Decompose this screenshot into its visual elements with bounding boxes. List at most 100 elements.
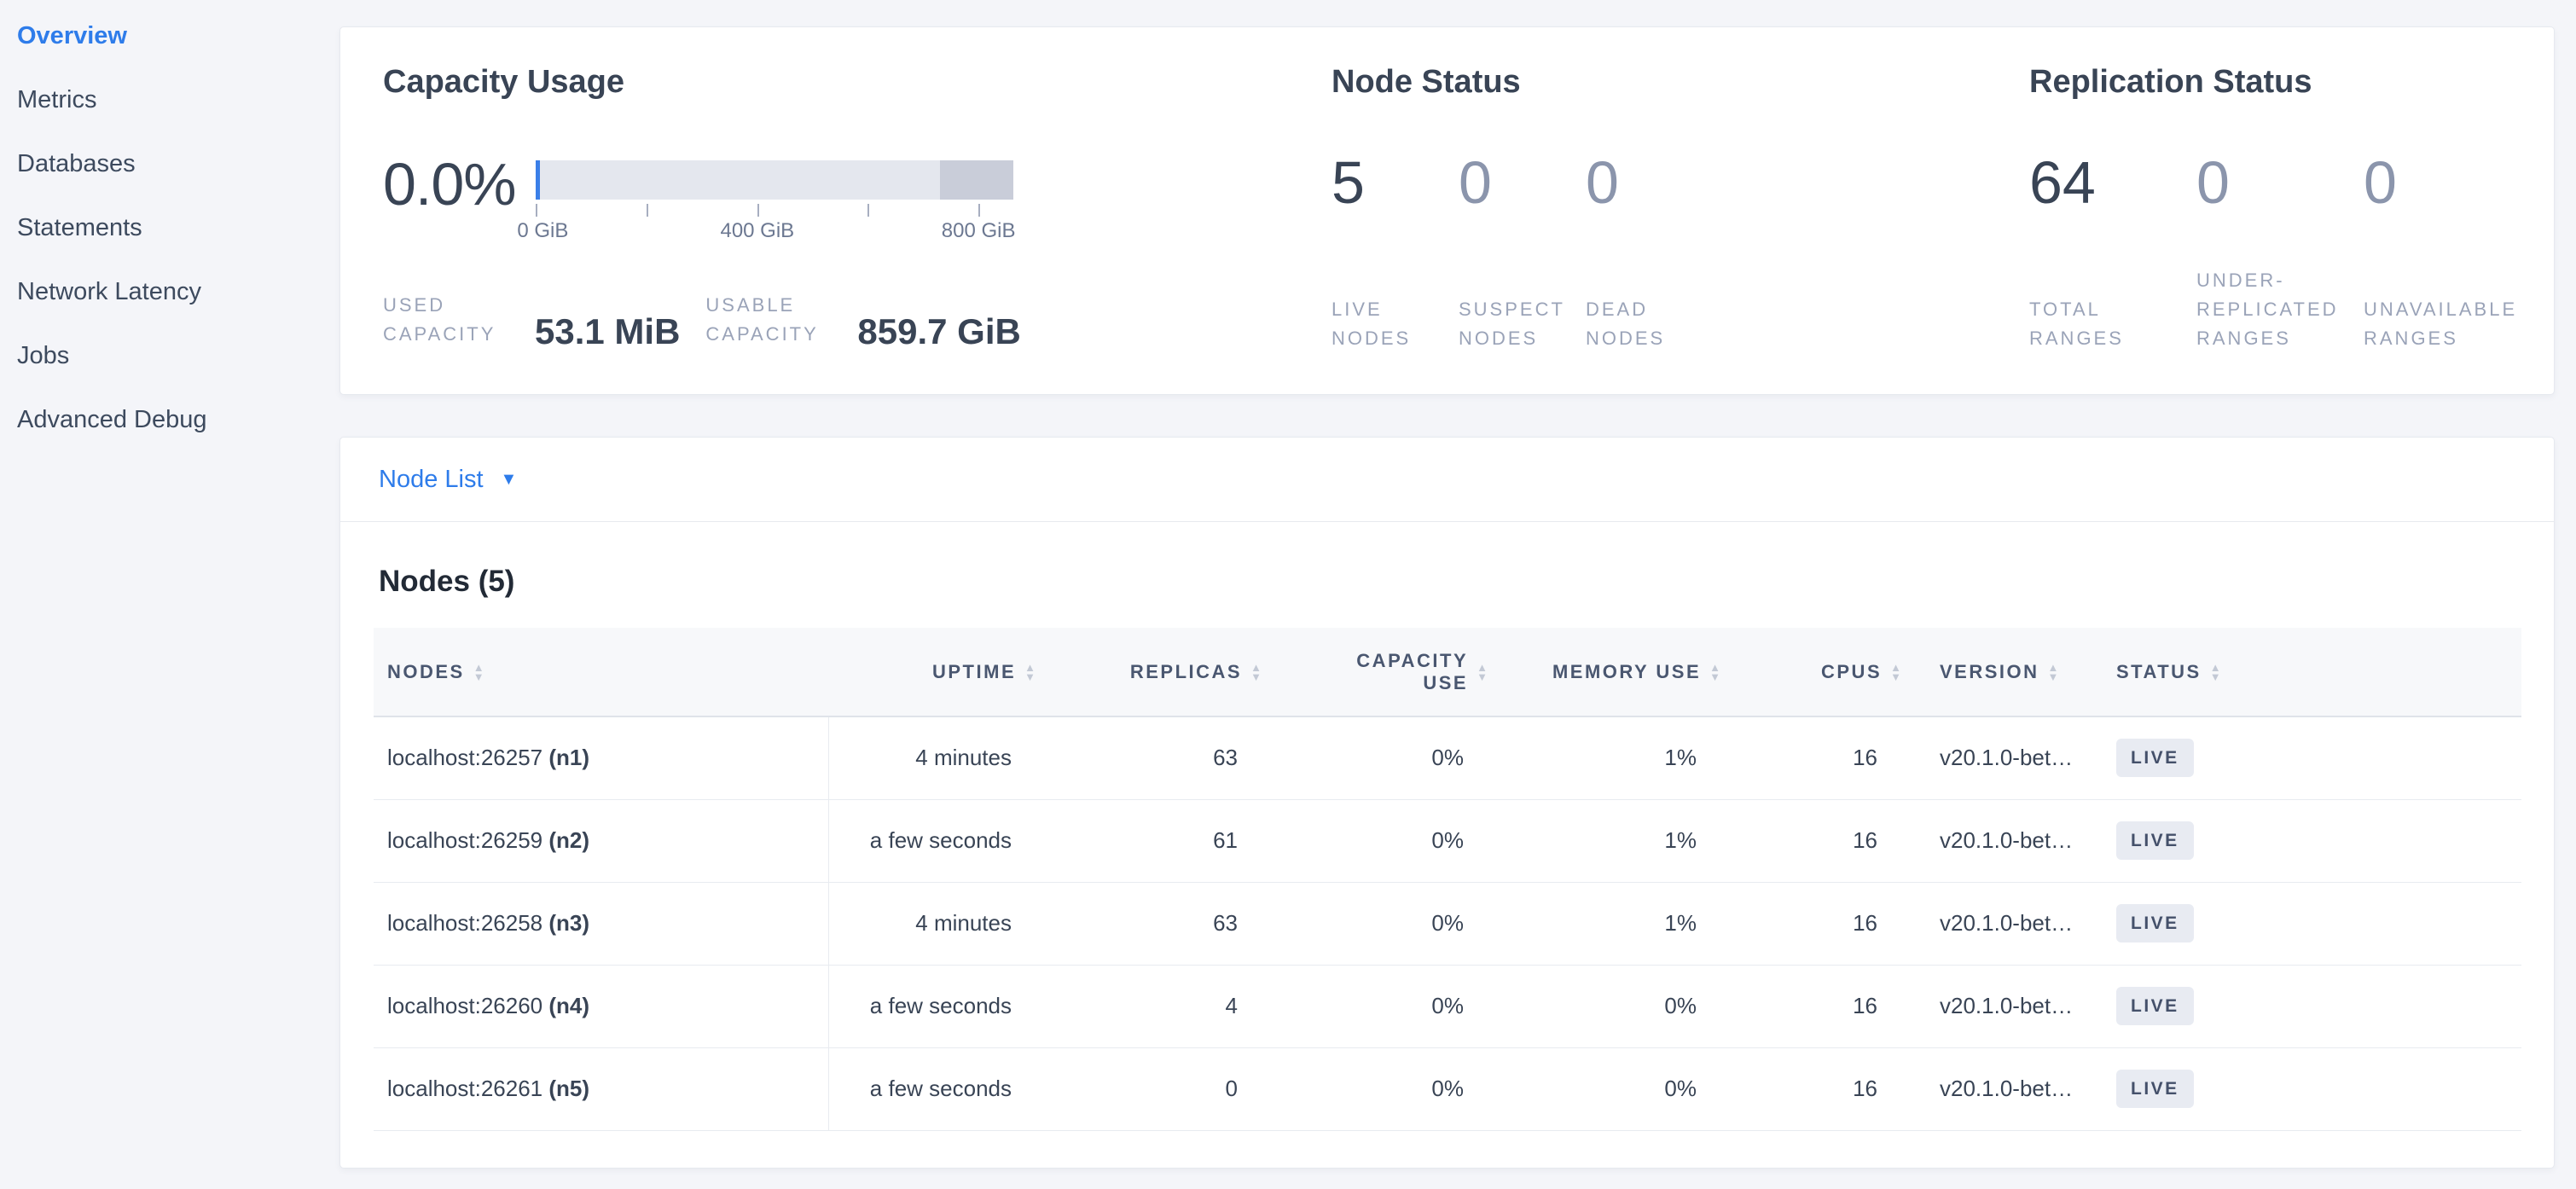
usable-capacity-value: 859.7 GiB [857, 311, 1021, 351]
capacity-use-cell: 0% [1431, 745, 1464, 771]
replication-status-panel: Replication Status 64 TOTAL RANGES 0 UND… [2029, 63, 2554, 394]
capacity-use-cell: 0% [1431, 993, 1464, 1018]
stat-label: SUSPECT NODES [1459, 299, 1565, 349]
status-cell: LIVE [2095, 965, 2521, 1047]
node-host-link[interactable]: localhost:26261 [387, 1076, 543, 1101]
column-header[interactable]: STATUS ▲ ▼ [2095, 628, 2521, 717]
column-header[interactable]: CAPACITY USE ▲ ▼ [1272, 628, 1498, 717]
column-header[interactable]: REPLICAS ▲ ▼ [1046, 628, 1272, 717]
sort-icon: ▲ ▼ [1250, 660, 1262, 683]
table-row[interactable]: localhost:26259 (n2) a few seconds 61 0%… [374, 799, 2521, 882]
sidebar-item-label: Overview [17, 22, 127, 49]
node-list-dropdown-label: Node List [379, 465, 484, 493]
sidebar-item[interactable]: Metrics [17, 86, 339, 150]
sidebar-item-label: Metrics [17, 86, 97, 113]
version-cell: v20.1.0-bet… [1940, 827, 2074, 853]
node-list-dropdown[interactable]: Node List ▼ [340, 438, 2554, 522]
capacity-usage-panel: Capacity Usage 0.0% [383, 63, 1332, 394]
column-header[interactable]: UPTIME ▲ ▼ [828, 628, 1046, 717]
column-header[interactable]: CPUS ▲ ▼ [1731, 628, 1912, 717]
column-header-label: CAPACITY USE [1356, 649, 1469, 693]
column-header-label: UPTIME [932, 660, 1017, 682]
used-capacity-value: 53.1 MiB [535, 311, 681, 351]
capacity-usage-title: Capacity Usage [383, 64, 625, 100]
replicas-cell: 63 [1213, 745, 1238, 771]
stat-value: 0 [1459, 149, 1492, 216]
node-host-link[interactable]: localhost:26257 [387, 745, 543, 771]
sort-icon: ▲ ▼ [1709, 660, 1720, 683]
memory-use-cell: 0% [1664, 993, 1697, 1018]
column-header-label: NODES [387, 660, 465, 682]
replication-stat: 0 UNDER-REPLICATED RANGES [2196, 148, 2364, 353]
node-status-stat: 0 DEAD NODES [1586, 148, 1713, 353]
node-id: (n2) [548, 827, 590, 853]
replication-stat: 64 TOTAL RANGES [2029, 148, 2196, 353]
replication-stat: 0 UNAVAILABLE RANGES [2364, 148, 2531, 353]
status-badge: LIVE [2116, 1070, 2194, 1108]
sort-icon: ▲ ▼ [1024, 660, 1036, 683]
sidebar-item[interactable]: Network Latency [17, 278, 339, 342]
table-row[interactable]: localhost:26257 (n1) 4 minutes 63 0% 1% … [374, 716, 2521, 799]
memory-use-cell: 1% [1664, 910, 1697, 936]
table-row[interactable]: localhost:26260 (n4) a few seconds 4 0% … [374, 965, 2521, 1047]
column-header-label: CPUS [1821, 660, 1883, 682]
sidebar-item[interactable]: Statements [17, 214, 339, 278]
sort-icon: ▲ ▼ [1890, 660, 1901, 683]
cpus-cell: 16 [1853, 993, 1877, 1018]
capacity-bar-chart: 0 GiB 400 GiB 800 GiB [517, 150, 1016, 245]
stat-label: TOTAL RANGES [2029, 299, 2124, 349]
sidebar-item[interactable]: Databases [17, 150, 339, 214]
uptime-cell: 4 minutes [915, 745, 1012, 771]
version-cell: v20.1.0-bet… [1940, 1076, 2074, 1101]
column-header-label: REPLICAS [1129, 660, 1243, 682]
capacity-axis-labels: 0 GiB 400 GiB 800 GiB [517, 219, 1016, 245]
table-row[interactable]: localhost:26258 (n3) 4 minutes 63 0% 1% … [374, 882, 2521, 965]
table-row[interactable]: localhost:26261 (n5) a few seconds 0 0% … [374, 1047, 2521, 1130]
stat-label: UNAVAILABLE RANGES [2364, 299, 2518, 349]
stat-label: DEAD NODES [1586, 299, 1666, 349]
node-id: (n1) [548, 745, 590, 771]
column-header[interactable]: VERSION ▲ ▼ [1912, 628, 2095, 717]
nodes-table-wrap: NODES ▲ ▼ UPTIME ▲ ▼ REPLICAS ▲ ▼ [374, 628, 2554, 1131]
capacity-percent: 0.0% [383, 151, 517, 218]
version-cell: v20.1.0-bet… [1940, 993, 2074, 1018]
sidebar-item[interactable]: Overview [17, 22, 339, 86]
stat-label: UNDER-REPLICATED RANGES [2196, 270, 2339, 349]
nodes-heading: Nodes (5) [379, 565, 515, 598]
sidebar-item-label: Databases [17, 150, 136, 177]
column-header-label: MEMORY USE [1552, 660, 1702, 682]
memory-use-cell: 1% [1664, 745, 1697, 771]
node-host-link[interactable]: localhost:26260 [387, 993, 543, 1018]
stat-value: 64 [2029, 149, 2096, 216]
stat-value: 0 [1586, 149, 1619, 216]
usable-capacity-label: USABLE CAPACITY [705, 294, 819, 345]
sidebar-item[interactable]: Jobs [17, 342, 339, 406]
table-header-row: NODES ▲ ▼ UPTIME ▲ ▼ REPLICAS ▲ ▼ [374, 628, 2521, 717]
uptime-cell: a few seconds [869, 827, 1012, 853]
status-badge: LIVE [2116, 987, 2194, 1025]
axis-label-0: 0 GiB [517, 219, 569, 242]
sidebar-item-label: Network Latency [17, 278, 201, 305]
version-cell: v20.1.0-bet… [1940, 910, 2074, 936]
node-host-link[interactable]: localhost:26259 [387, 827, 543, 853]
node-host-link[interactable]: localhost:26258 [387, 910, 543, 936]
column-header-label: STATUS [2116, 660, 2202, 682]
sidebar-item-label: Statements [17, 214, 142, 241]
node-id: (n5) [548, 1076, 590, 1101]
capacity-bar [536, 160, 1013, 200]
node-status-title: Node Status [1332, 64, 1521, 100]
replication-status-title: Replication Status [2029, 64, 2312, 100]
uptime-cell: a few seconds [869, 993, 1012, 1018]
column-header[interactable]: NODES ▲ ▼ [374, 628, 828, 717]
stat-value: 0 [2196, 149, 2230, 216]
column-header[interactable]: MEMORY USE ▲ ▼ [1498, 628, 1731, 717]
sort-icon: ▲ ▼ [1477, 660, 1488, 683]
column-header-label: VERSION [1940, 660, 2039, 682]
replicas-cell: 61 [1213, 827, 1238, 853]
node-id: (n3) [548, 910, 590, 936]
axis-label-800: 800 GiB [941, 219, 1016, 242]
sidebar-item[interactable]: Advanced Debug [17, 406, 339, 470]
used-capacity-label: USED CAPACITY [383, 294, 496, 345]
node-status-stat: 0 SUSPECT NODES [1459, 148, 1586, 353]
node-name-cell: localhost:26259 (n2) [374, 799, 829, 882]
